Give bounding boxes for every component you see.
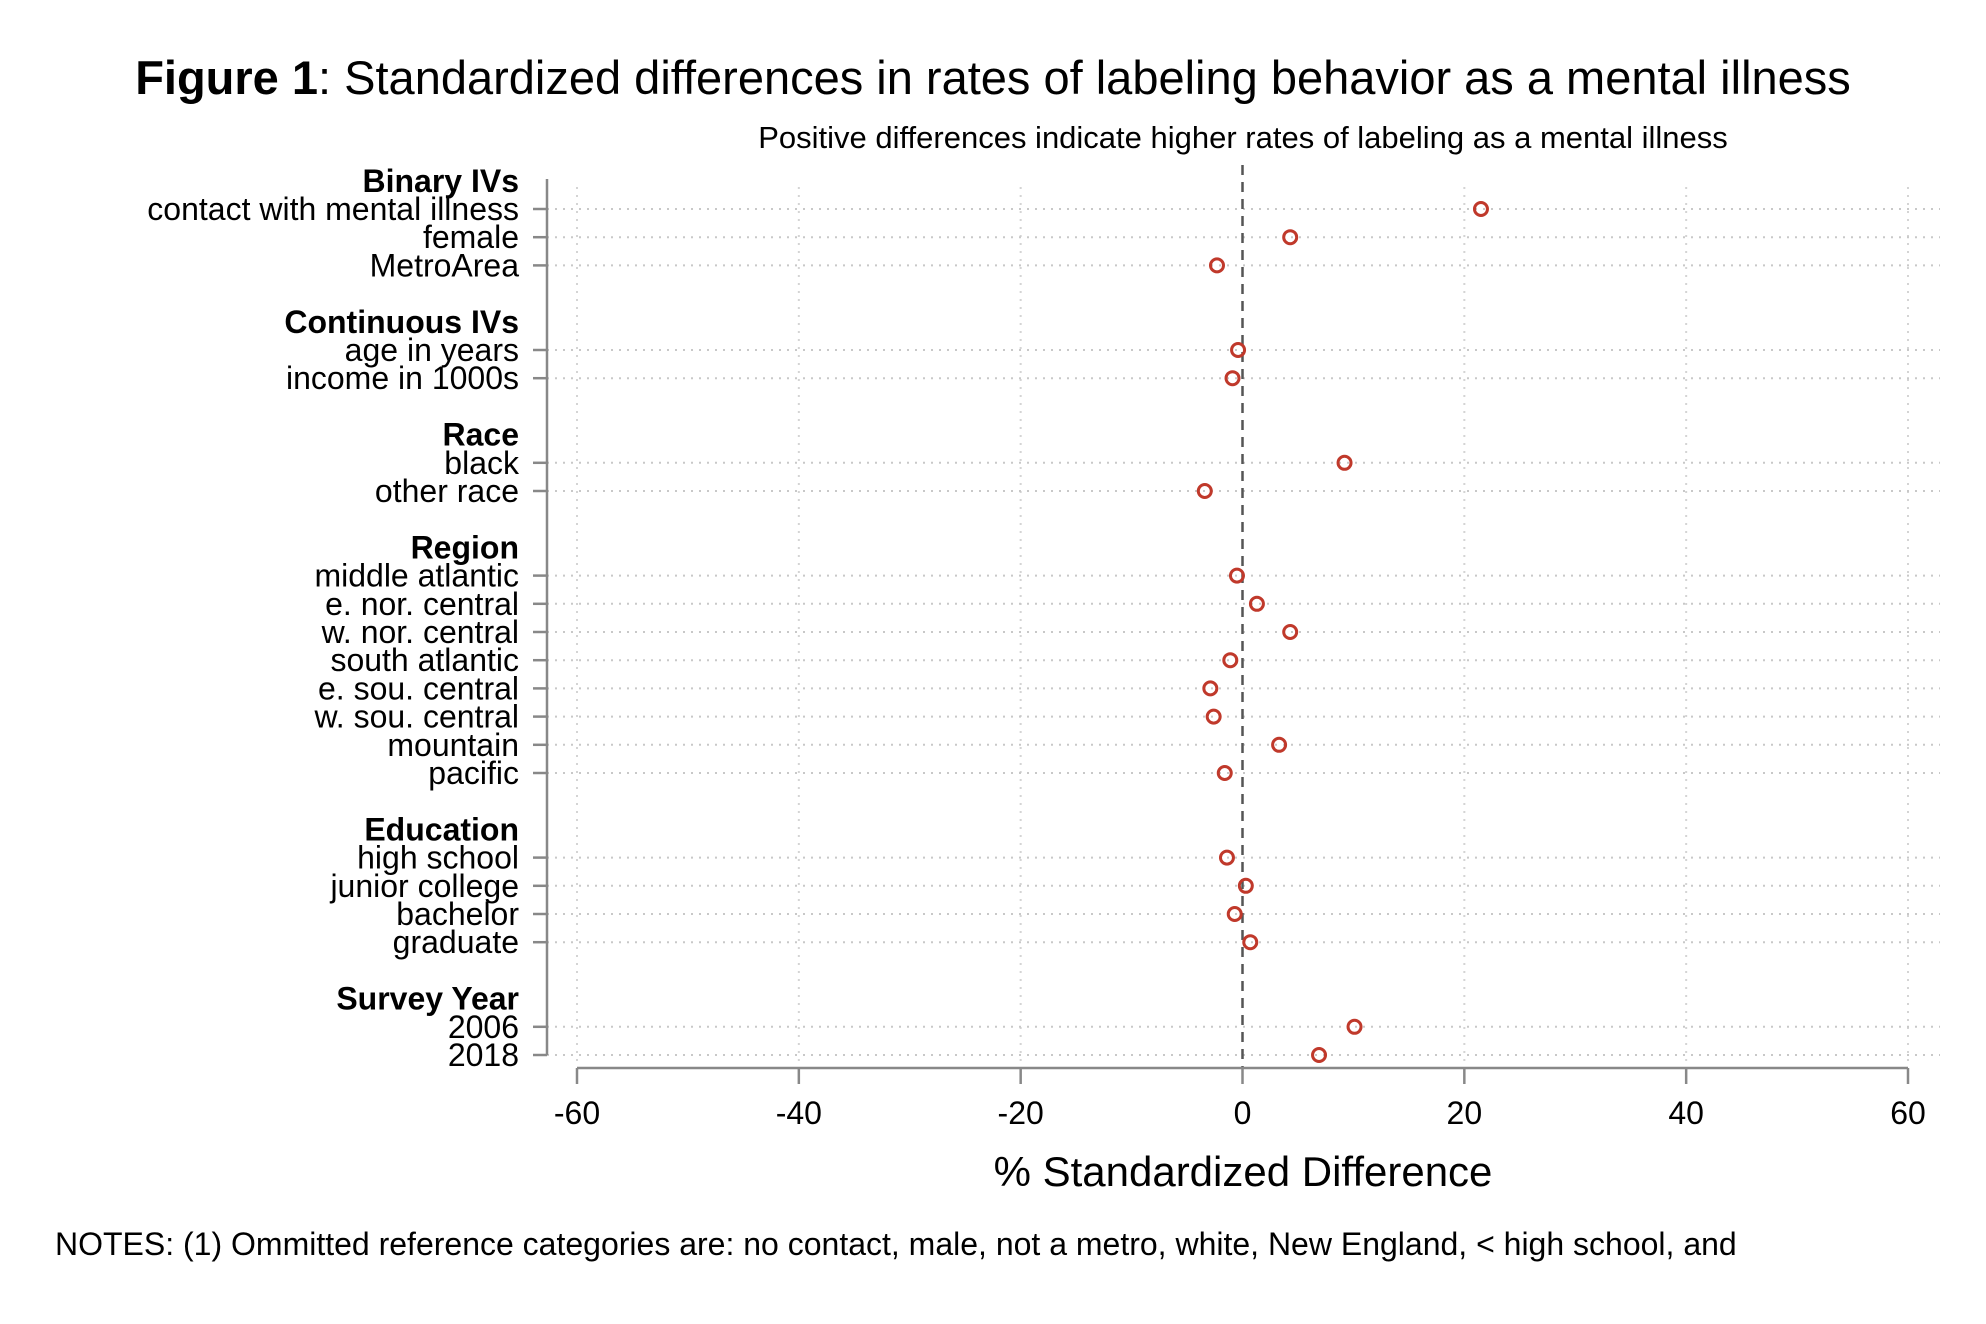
data-point xyxy=(1237,877,1254,894)
x-tick-label: -20 xyxy=(998,1095,1044,1131)
data-point xyxy=(1311,1047,1328,1063)
row-label: female xyxy=(423,219,519,255)
row-label: e. sou. central xyxy=(318,670,519,706)
axes xyxy=(533,165,1908,1070)
data-point xyxy=(1472,201,1489,217)
data-point xyxy=(1230,342,1247,358)
x-tick-label: 60 xyxy=(1890,1095,1926,1131)
row-label: 2006 xyxy=(448,1009,519,1045)
data-point xyxy=(1222,652,1239,669)
data-point xyxy=(1282,624,1299,640)
group-header-label: Continuous IVs xyxy=(284,304,519,340)
row-label: junior college xyxy=(329,868,519,904)
data-point xyxy=(1336,454,1353,471)
row-label: contact with mental illness xyxy=(147,191,519,227)
row-label: e. nor. central xyxy=(325,586,519,622)
data-point xyxy=(1205,708,1222,725)
chart-subtitle: Positive differences indicate higher rat… xyxy=(758,120,1728,155)
row-label: high school xyxy=(357,840,519,876)
data-point xyxy=(1248,595,1265,612)
row-label: other race xyxy=(375,473,519,509)
row-label: w. sou. central xyxy=(313,699,519,735)
data-point xyxy=(1346,1018,1363,1035)
x-tick-label: 0 xyxy=(1234,1095,1252,1131)
x-tick-label: 20 xyxy=(1447,1095,1483,1131)
data-point xyxy=(1228,567,1245,584)
row-label: MetroArea xyxy=(370,247,520,283)
row-label: w. nor. central xyxy=(321,614,519,650)
row-label: mountain xyxy=(387,727,519,763)
data-point xyxy=(1224,370,1241,387)
group-header-label: Binary IVs xyxy=(362,163,519,199)
group-header-label: Survey Year xyxy=(336,981,519,1017)
data-point xyxy=(1196,483,1213,499)
figure-title-text: : Standardized differences in rates of l… xyxy=(318,51,1851,104)
x-tick-label: -60 xyxy=(554,1095,600,1131)
row-label: income in 1000s xyxy=(286,360,519,396)
data-point xyxy=(1226,906,1243,922)
data-point xyxy=(1271,736,1288,753)
data-point xyxy=(1202,680,1219,697)
data-point xyxy=(1242,934,1259,951)
figure-label: Figure 1 xyxy=(135,51,319,104)
row-label: black xyxy=(444,445,520,481)
row-label: middle atlantic xyxy=(314,558,519,594)
figure-title: Figure 1: Standardized differences in ra… xyxy=(0,50,1986,105)
x-tick-label: 40 xyxy=(1668,1095,1704,1131)
row-label: age in years xyxy=(345,332,519,368)
data-point xyxy=(1208,257,1225,274)
row-label: pacific xyxy=(428,755,519,791)
x-axis-title: % Standardized Difference xyxy=(994,1148,1493,1195)
row-label: graduate xyxy=(393,924,519,960)
data-point xyxy=(1218,849,1235,866)
x-tick-label: -40 xyxy=(776,1095,822,1131)
x-axis-ticks: -60 -40 -20 0 20 40 60 xyxy=(554,1068,1926,1131)
data-point xyxy=(1216,765,1233,781)
group-header-label: Race xyxy=(443,417,520,453)
group-header-label: Education xyxy=(364,811,519,847)
row-label: 2018 xyxy=(448,1037,519,1073)
group-header-label: Region xyxy=(411,529,519,565)
figure-notes: NOTES: (1) Ommitted reference categories… xyxy=(55,1226,1737,1262)
data-markers xyxy=(1196,201,1489,1063)
row-label: south atlantic xyxy=(330,642,519,678)
data-point xyxy=(1282,229,1299,246)
row-label: bachelor xyxy=(396,896,519,932)
